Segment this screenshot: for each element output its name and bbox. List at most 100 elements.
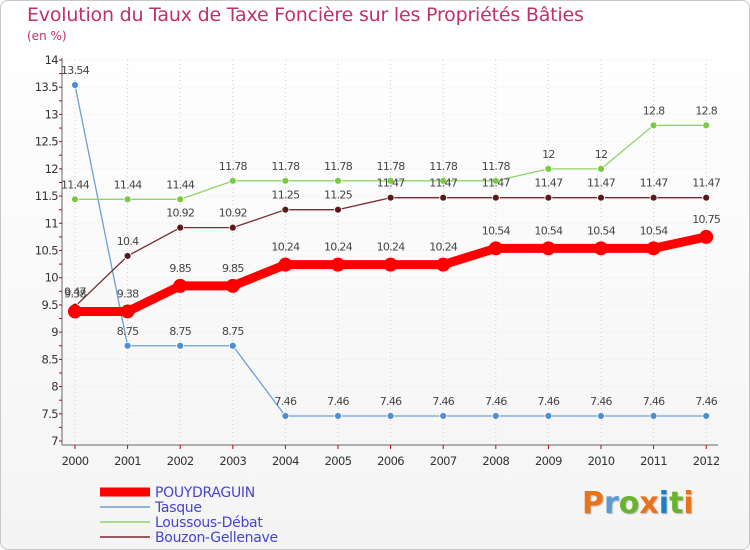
gridlines: [62, 59, 712, 442]
data-label: 8.75: [117, 325, 139, 338]
data-point: [488, 241, 503, 256]
data-label: 11.78: [429, 160, 458, 173]
data-point: [383, 257, 398, 272]
data-label: 11.78: [271, 160, 300, 173]
legend: POUYDRAGUINTasqueLoussous-DébatBouzon-Ge…: [100, 485, 278, 546]
data-point: [649, 412, 658, 420]
data-point: [281, 176, 290, 185]
data-label: 8.75: [222, 325, 244, 338]
x-tick-label: 2010: [588, 454, 615, 468]
data-label: 10.24: [429, 241, 458, 254]
logo-letter: x: [639, 486, 659, 521]
logo-letter: i: [658, 486, 670, 521]
data-label: 11.78: [324, 160, 353, 173]
logo-letter: o: [618, 486, 640, 521]
data-label: 7.46: [590, 395, 612, 408]
chart-title: Evolution du Taux de Taxe Foncière sur l…: [27, 4, 584, 26]
data-point: [491, 193, 500, 202]
data-label: 7.46: [275, 395, 297, 408]
data-label: 7.46: [327, 395, 349, 408]
data-label: 11.47: [534, 177, 563, 190]
data-label: 11.25: [324, 189, 353, 202]
data-point: [71, 195, 79, 204]
data-label: 7.46: [485, 395, 507, 408]
data-label: 11.47: [377, 177, 406, 190]
data-label: 10.54: [534, 224, 563, 237]
logo-letter: t: [669, 486, 684, 521]
x-tick-label: 2000: [62, 454, 89, 468]
data-label: 10.24: [377, 241, 406, 254]
y-tick-label: 9.5: [42, 298, 59, 312]
data-labels: 9.38 9.38 9.85 9.85 10.24 10.24 10.24 10.24 10.5…: [61, 64, 722, 408]
data-point: [702, 121, 711, 130]
data-point: [334, 412, 342, 420]
data-point: [331, 257, 345, 272]
data-label: 11.47: [429, 177, 458, 190]
data-point: [702, 412, 711, 420]
data-point: [71, 81, 79, 89]
data-point: [649, 121, 658, 130]
y-tick-label: 13: [45, 107, 59, 121]
data-label: 9.38: [117, 287, 139, 300]
y-tick-label: 7: [51, 434, 58, 448]
data-label: 10.54: [640, 224, 669, 237]
data-point: [544, 193, 553, 202]
data-label: 11.78: [482, 160, 511, 173]
legend-entry: Bouzon-Gellenave: [155, 530, 278, 546]
logo-letter: r: [604, 486, 619, 521]
data-label: 9.85: [222, 262, 244, 275]
data-point: [281, 412, 290, 420]
data-point: [436, 257, 451, 272]
data-label: 9.47: [64, 286, 86, 299]
data-label: 11.44: [61, 178, 90, 191]
data-point: [491, 176, 500, 185]
data-point: [702, 193, 711, 202]
data-label: 10.92: [219, 207, 247, 220]
data-point: [439, 193, 448, 202]
data-label: 11.47: [640, 177, 669, 190]
data-point: [176, 223, 185, 232]
data-label: 11.78: [377, 160, 406, 173]
data-label: 10.92: [166, 207, 194, 220]
data-label: 9.38: [64, 287, 86, 300]
data-label: 10.75: [692, 213, 721, 226]
data-label: 7.46: [538, 395, 560, 408]
data-point: [228, 176, 237, 185]
data-point: [123, 252, 132, 260]
data-point: [439, 176, 448, 185]
data-point: [386, 176, 395, 185]
y-tick-label: 10.5: [35, 244, 58, 258]
data-point: [176, 195, 185, 204]
y-tick-label: 13.5: [35, 80, 58, 94]
data-label: 11.47: [692, 177, 721, 190]
data-label: 7.46: [380, 395, 402, 408]
data-point: [386, 193, 395, 202]
x-tick-label: 2007: [430, 454, 457, 468]
y-tick-label: 14: [45, 53, 59, 67]
data-label: 11.44: [166, 178, 195, 191]
data-point: [228, 341, 237, 350]
data-point: [439, 412, 448, 420]
data-point: [334, 176, 342, 185]
y-tick-label: 9: [51, 325, 58, 339]
data-label: 10.54: [482, 224, 511, 237]
data-point: [176, 341, 185, 350]
y-axis: 7 7.5 8 8.5 9 9.5 10 10.5 11 11.5 12 12.5 13 13.5 14: [35, 53, 63, 448]
data-point: [173, 278, 188, 293]
data-label: 7.46: [432, 395, 454, 408]
y-tick-label: 11: [45, 216, 59, 230]
data-point: [225, 278, 240, 293]
data-point: [120, 304, 135, 319]
data-label: 11.25: [271, 189, 300, 202]
x-tick-label: 2002: [167, 454, 194, 468]
data-point: [597, 193, 605, 202]
data-label: 12.8: [695, 104, 717, 117]
series-pouydraguin: [68, 229, 714, 319]
x-tick-label: 2001: [114, 454, 141, 468]
data-point: [281, 205, 290, 214]
data-label: 13.54: [61, 64, 90, 77]
legend-entry: POUYDRAGUIN: [155, 485, 255, 501]
data-label: 9.85: [169, 262, 191, 275]
data-label: 10.54: [587, 224, 616, 237]
